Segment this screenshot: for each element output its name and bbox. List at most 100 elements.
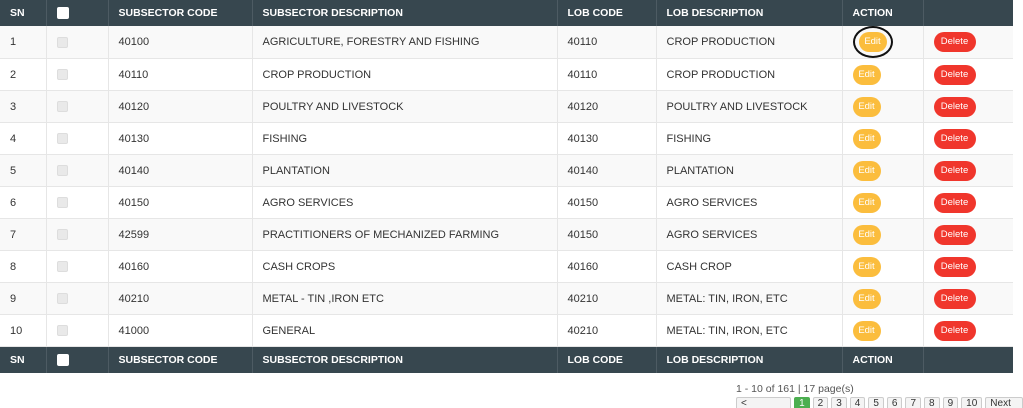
delete-button[interactable]: Delete — [933, 128, 976, 149]
page-button-9[interactable]: 9 — [942, 397, 959, 408]
cell-lob-description: PLANTATION — [656, 154, 843, 187]
col-footer-subsector-description[interactable]: SUBSECTOR DESCRIPTION — [252, 346, 558, 373]
delete-button[interactable]: Delete — [933, 160, 976, 181]
edit-button[interactable]: Edit — [852, 128, 881, 149]
delete-button[interactable]: Delete — [933, 288, 976, 309]
cell-lob-code: 40120 — [557, 90, 657, 123]
cell-delete: Delete — [923, 250, 1013, 283]
page-button-7[interactable]: 7 — [905, 397, 922, 408]
page-button-1[interactable]: 1 — [794, 397, 810, 408]
cell-lob-description: CROP PRODUCTION — [656, 58, 843, 91]
cell-subsector-description: AGRICULTURE, FORESTRY AND FISHING — [252, 26, 558, 59]
table-row: 2 40110 CROP PRODUCTION 40110 CROP PRODUCTIO… — [0, 58, 1013, 91]
delete-button[interactable]: Delete — [933, 320, 976, 341]
cell-lob-code: 40130 — [557, 122, 657, 155]
col-header-select — [46, 0, 109, 26]
cell-delete: Delete — [923, 58, 1013, 91]
cell-lob-description: AGRO SERVICES — [656, 218, 843, 251]
row-checkbox[interactable] — [56, 133, 68, 145]
row-checkbox[interactable] — [56, 261, 68, 273]
cell-select — [46, 26, 109, 59]
page-button-2[interactable]: 2 — [812, 397, 829, 408]
cell-select — [46, 186, 109, 219]
row-checkbox[interactable] — [56, 36, 68, 48]
row-checkbox[interactable] — [56, 325, 68, 337]
delete-button[interactable]: Delete — [933, 256, 976, 277]
col-footer-sn: SN — [0, 346, 47, 373]
edit-button[interactable]: Edit — [852, 160, 881, 181]
cell-lob-code: 40110 — [557, 58, 657, 91]
table-row: 8 40160 CASH CROPS 40160 CASH CROP Edit Delete — [0, 250, 1013, 283]
row-checkbox[interactable] — [56, 69, 68, 81]
col-header-subsector-description[interactable]: SUBSECTOR DESCRIPTION — [252, 0, 558, 26]
table-row: 4 40130 FISHING 40130 FISHING Edit Delete — [0, 122, 1013, 155]
next-page-button[interactable]: Next > — [985, 397, 1023, 408]
delete-button[interactable]: Delete — [933, 64, 976, 85]
cell-sn: 1 — [0, 26, 47, 59]
cell-delete: Delete — [923, 26, 1013, 59]
cell-edit: Edit — [842, 26, 924, 59]
cell-delete: Delete — [923, 282, 1013, 315]
cell-delete: Delete — [923, 122, 1013, 155]
page-button-10[interactable]: 10 — [961, 397, 983, 408]
table-row: 10 41000 GENERAL 40210 METAL: TIN, IRON, ETC… — [0, 314, 1013, 347]
cell-lob-code: 40210 — [557, 282, 657, 315]
cell-lob-code: 40140 — [557, 154, 657, 187]
lob-table: SN SUBSECTOR CODE SUBSECTOR DESCRIPTION … — [0, 0, 1013, 373]
edit-button[interactable]: Edit — [852, 64, 881, 85]
select-all-checkbox-footer[interactable] — [56, 353, 69, 366]
col-footer-lob-code[interactable]: LOB CODE — [557, 346, 657, 373]
col-header-lob-code[interactable]: LOB CODE — [557, 0, 657, 26]
edit-button[interactable]: Edit — [852, 224, 881, 245]
col-header-subsector-code[interactable]: SUBSECTOR CODE — [108, 0, 253, 26]
table-row: 9 40210 METAL - TIN ,IRON ETC 40210 METAL: T… — [0, 282, 1013, 315]
delete-button[interactable]: Delete — [933, 96, 976, 117]
cell-delete: Delete — [923, 186, 1013, 219]
edit-button[interactable]: Edit — [852, 320, 881, 341]
delete-button[interactable]: Delete — [933, 224, 976, 245]
cell-select — [46, 154, 109, 187]
page-button-4[interactable]: 4 — [849, 397, 866, 408]
col-footer-select — [46, 346, 109, 373]
cell-subsector-code: 42599 — [108, 218, 253, 251]
edit-button[interactable]: Edit — [852, 288, 881, 309]
delete-button[interactable]: Delete — [933, 32, 976, 52]
delete-button[interactable]: Delete — [933, 192, 976, 213]
cell-subsector-code: 40150 — [108, 186, 253, 219]
cell-subsector-description: PLANTATION — [252, 154, 558, 187]
previous-page-button[interactable]: < Previous — [736, 397, 792, 408]
table-footer: SN SUBSECTOR CODE SUBSECTOR DESCRIPTION … — [0, 346, 1013, 373]
col-footer-subsector-code[interactable]: SUBSECTOR CODE — [108, 346, 253, 373]
cell-edit: Edit — [842, 250, 924, 283]
cell-lob-code: 40110 — [557, 26, 657, 59]
cell-edit: Edit — [842, 122, 924, 155]
cell-subsector-description: POULTRY AND LIVESTOCK — [252, 90, 558, 123]
page-button-3[interactable]: 3 — [831, 397, 847, 408]
row-checkbox[interactable] — [56, 101, 68, 113]
cell-select — [46, 58, 109, 91]
edit-button[interactable]: Edit — [852, 96, 881, 117]
edit-button[interactable]: Edit — [852, 192, 881, 213]
row-checkbox[interactable] — [56, 197, 68, 209]
col-header-lob-description[interactable]: LOB DESCRIPTION — [656, 0, 843, 26]
row-checkbox[interactable] — [56, 293, 68, 305]
cell-subsector-description: GENERAL — [252, 314, 558, 347]
edit-button[interactable]: Edit — [858, 32, 887, 52]
col-footer-lob-description[interactable]: LOB DESCRIPTION — [656, 346, 843, 373]
select-all-checkbox[interactable] — [56, 7, 69, 20]
edit-button[interactable]: Edit — [852, 256, 881, 277]
cell-subsector-description: CASH CROPS — [252, 250, 558, 283]
cell-sn: 6 — [0, 186, 47, 219]
cell-sn: 5 — [0, 154, 47, 187]
pagination-summary: 1 - 10 of 161 | 17 page(s) — [736, 383, 854, 395]
cell-select — [46, 90, 109, 123]
cell-subsector-description: CROP PRODUCTION — [252, 58, 558, 91]
row-checkbox[interactable] — [56, 229, 68, 241]
cell-edit: Edit — [842, 186, 924, 219]
cell-sn: 3 — [0, 90, 47, 123]
row-checkbox[interactable] — [56, 165, 68, 177]
page-button-8[interactable]: 8 — [924, 397, 940, 408]
page-button-6[interactable]: 6 — [886, 397, 903, 408]
table-body: 1 40100 AGRICULTURE, FORESTRY AND FISHING 4… — [0, 26, 1013, 347]
page-button-5[interactable]: 5 — [868, 397, 884, 408]
